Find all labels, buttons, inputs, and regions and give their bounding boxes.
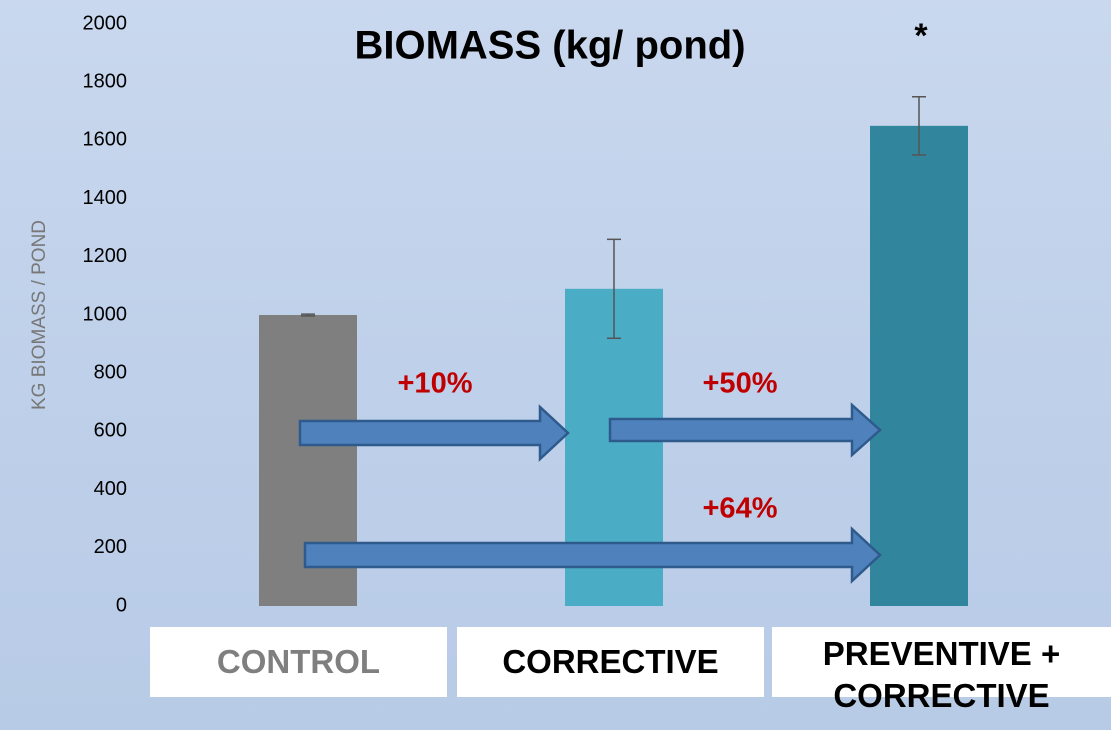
chart: BIOMASS (kg/ pond) KG BIOMASS / POND 0 20…: [0, 0, 1111, 730]
annotation: +50%: [703, 368, 778, 400]
y-tick-label: 800: [94, 361, 127, 383]
annotation: +64%: [703, 493, 778, 525]
x-tick-label: CONTROL: [150, 627, 447, 697]
plot: BIOMASS (kg/ pond) KG BIOMASS / POND 0 20…: [0, 0, 1111, 730]
y-tick-label: 400: [94, 478, 127, 500]
y-tick-label: 0: [116, 594, 127, 616]
y-tick-label: 600: [94, 420, 127, 442]
y-tick-label: 1800: [83, 70, 128, 92]
annotation: *: [914, 17, 928, 55]
bar: [870, 126, 968, 606]
y-tick-label: 1000: [83, 303, 128, 325]
annotation: +10%: [398, 368, 473, 400]
y-tick-label: 200: [94, 536, 127, 558]
chart-title: BIOMASS (kg/ pond): [354, 24, 745, 68]
y-axis-label: KG BIOMASS / POND: [29, 220, 50, 410]
y-tick-label: 1200: [83, 245, 128, 267]
y-tick-label: 2000: [83, 12, 128, 34]
y-tick-label: 1600: [83, 129, 128, 151]
x-tick-label: CORRECTIVE: [457, 627, 764, 697]
x-tick-label: PREVENTIVE + CORRECTIVE: [772, 627, 1111, 717]
y-tick-label: 1400: [83, 187, 128, 209]
